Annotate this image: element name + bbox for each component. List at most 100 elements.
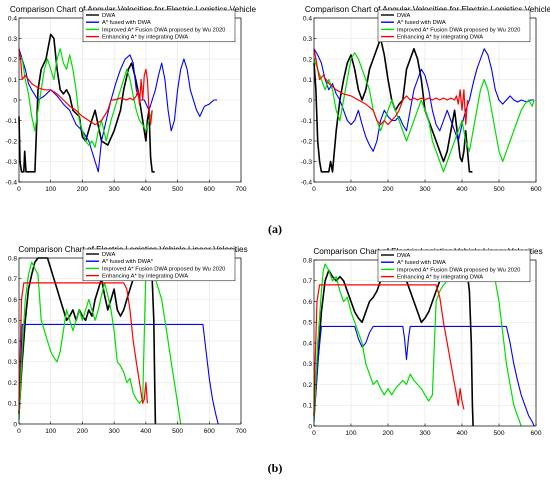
- y-tick-label: 0.7: [8, 276, 17, 283]
- y-tick-label: 0.3: [303, 361, 312, 368]
- y-tick-label: 0.1: [8, 401, 17, 408]
- y-tick-label: 0.3: [8, 359, 17, 366]
- x-tick-label: 400: [456, 186, 467, 193]
- series-line-3: [313, 48, 469, 126]
- y-tick-label: 0: [13, 97, 17, 104]
- linear-velocity-chart-right: Comparison Chart of Electric Logistics V…: [303, 247, 543, 437]
- legend-label-3: Enhancing A* by integrating DWA: [102, 35, 188, 41]
- y-tick-label: -0.1: [6, 118, 18, 125]
- chart-title: Comparison Chart of Angular Velocities f…: [10, 5, 257, 14]
- y-tick-label: 0.6: [303, 299, 312, 306]
- legend-label-0: DWA: [102, 252, 115, 258]
- y-tick-label: 0: [308, 97, 312, 104]
- x-tick-label: 400: [456, 430, 467, 437]
- series-line-1: [18, 48, 218, 173]
- x-tick-label: 300: [419, 186, 430, 193]
- y-tick-label: -0.2: [6, 138, 18, 145]
- y-tick-label: -0.3: [6, 159, 18, 166]
- series-line-1: [18, 323, 219, 425]
- x-tick-label: 300: [109, 428, 120, 435]
- legend-label-3: Enhancing A* by integrating DWA: [102, 274, 188, 280]
- x-tick-label: 400: [140, 186, 151, 193]
- y-tick-label: 0.2: [303, 56, 312, 63]
- x-tick-label: 0: [17, 186, 21, 193]
- y-tick-label: 0.3: [303, 36, 312, 43]
- legend-label-3: Enhancing A* by integrating DWA: [397, 275, 483, 281]
- x-tick-label: 0: [17, 428, 21, 435]
- y-tick-label: -0.4: [301, 179, 313, 186]
- y-tick-label: -0.3: [301, 159, 313, 166]
- x-tick-label: 700: [235, 428, 246, 435]
- legend-label-1: A* fused with DWA: [397, 20, 446, 26]
- series-line-3: [313, 284, 465, 416]
- series-line-1: [313, 325, 535, 427]
- legend-label-0: DWA: [102, 13, 115, 19]
- y-tick-label: -0.4: [6, 179, 18, 186]
- y-tick-label: 0.5: [8, 318, 17, 325]
- x-tick-label: 500: [172, 186, 183, 193]
- legend-box: [377, 249, 531, 283]
- y-tick-label: 0: [308, 423, 312, 430]
- legend-box: [82, 248, 236, 282]
- y-tick-label: 0.7: [303, 278, 312, 285]
- x-tick-label: 100: [45, 428, 56, 435]
- legend-box: [377, 9, 531, 43]
- legend-label-0: DWA: [397, 253, 410, 259]
- y-tick-label: 0.1: [303, 77, 312, 84]
- legend-label-0: DWA: [397, 13, 410, 19]
- x-tick-label: 200: [77, 186, 88, 193]
- series-line-3: [18, 282, 148, 414]
- y-tick-label: 0.4: [303, 15, 312, 22]
- x-tick-label: 500: [493, 186, 504, 193]
- y-tick-label: 0.1: [303, 403, 312, 410]
- x-tick-label: 100: [345, 430, 356, 437]
- chart-title: Comparison Chart of Angular Velocities f…: [305, 5, 550, 14]
- series-line-1: [313, 48, 535, 152]
- legend-label-2: Improved A* Fusion DWA proposed by Wu 20…: [397, 267, 520, 273]
- x-tick-label: 0: [312, 430, 316, 437]
- x-tick-label: 300: [109, 186, 120, 193]
- y-tick-label: -0.2: [301, 138, 313, 145]
- y-tick-label: 0.5: [303, 320, 312, 327]
- legend-box: [82, 9, 236, 43]
- angular-velocity-chart-left: Comparison Chart of Angular Velocities f…: [6, 5, 257, 193]
- linear-velocity-chart-left: Comparison Chart of Electric Logistics V…: [8, 245, 248, 435]
- y-tick-label: 0.6: [8, 297, 17, 304]
- y-tick-label: -0.1: [301, 118, 313, 125]
- x-tick-label: 600: [530, 430, 541, 437]
- x-tick-label: 600: [530, 186, 541, 193]
- angular-velocity-chart-right: Comparison Chart of Angular Velocities f…: [301, 5, 550, 193]
- x-tick-label: 0: [312, 186, 316, 193]
- legend-label-2: Improved A* Fusion DWA proposed by Wu 20…: [397, 27, 520, 33]
- x-tick-label: 500: [493, 430, 504, 437]
- y-tick-label: 0.1: [8, 77, 17, 84]
- caption-a: (a): [268, 222, 282, 236]
- series-line-3: [18, 48, 153, 126]
- x-tick-label: 700: [235, 186, 246, 193]
- legend-label-1: A* fused with DWA: [102, 20, 151, 26]
- series-line-0: [18, 33, 155, 173]
- legend-label-3: Enhancing A* by integrating DWA: [397, 35, 483, 41]
- y-tick-label: 0.8: [303, 257, 312, 264]
- y-tick-label: 0.3: [8, 36, 17, 43]
- x-tick-label: 400: [140, 428, 151, 435]
- x-tick-label: 600: [204, 428, 215, 435]
- legend-label-1: A* fused with DWA*: [102, 259, 154, 265]
- y-tick-label: 0.4: [303, 340, 312, 347]
- legend-label-2: Improved A* Fusion DWA proposed by Wu 20…: [102, 27, 225, 33]
- x-tick-label: 500: [172, 428, 183, 435]
- x-tick-label: 200: [77, 428, 88, 435]
- series-line-2: [18, 48, 153, 148]
- y-tick-label: 0: [13, 421, 17, 428]
- x-tick-label: 100: [45, 186, 56, 193]
- x-tick-label: 300: [419, 430, 430, 437]
- x-tick-label: 100: [345, 186, 356, 193]
- caption-b: (b): [268, 461, 283, 475]
- y-tick-label: 0.8: [8, 255, 17, 262]
- x-tick-label: 200: [382, 430, 393, 437]
